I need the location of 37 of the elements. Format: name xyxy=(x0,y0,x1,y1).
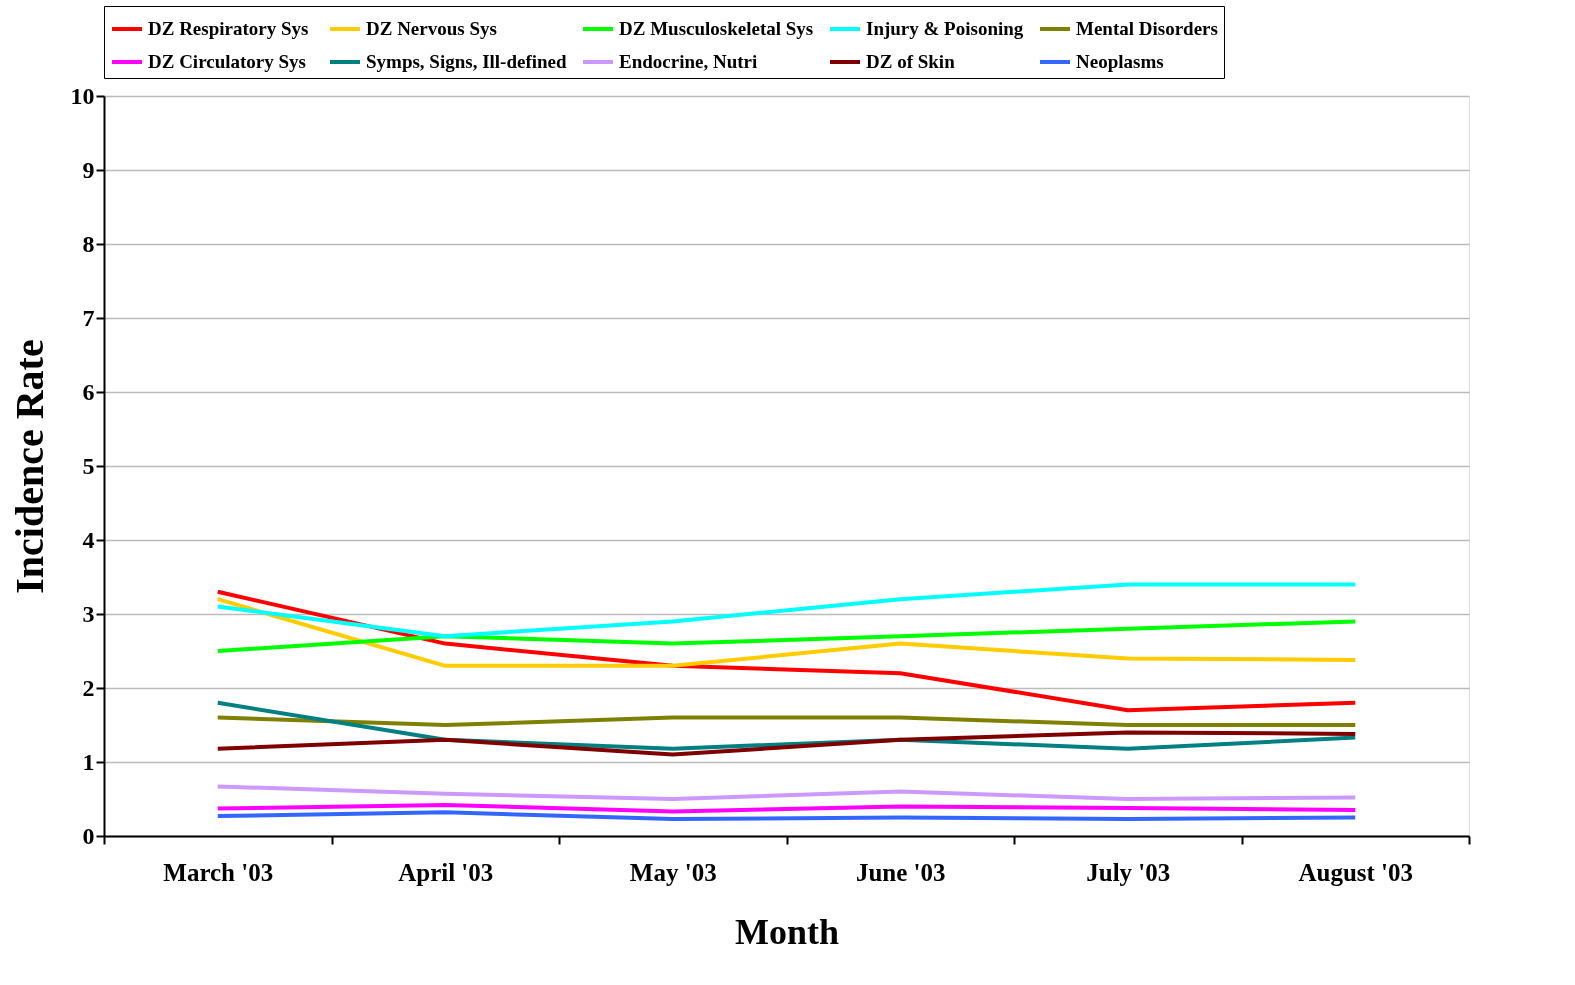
y-tick-label: 3 xyxy=(82,600,95,627)
y-tick-label: 8 xyxy=(82,230,95,257)
line-series xyxy=(215,597,1358,668)
y-tick-label: 0 xyxy=(82,822,95,849)
y-tick-label: 4 xyxy=(82,526,95,553)
legend-label: DZ Respiratory Sys xyxy=(148,18,309,39)
legend-label: Symps, Signs, Ill-defined xyxy=(366,51,568,72)
legend-label: Injury & Poisoning xyxy=(866,18,1024,39)
x-tick-label: July '03 xyxy=(1086,858,1171,886)
y-tick-label: 9 xyxy=(82,156,95,183)
y-axis-title: Incidence Rate xyxy=(6,339,52,594)
x-tick-label: August '03 xyxy=(1298,858,1414,886)
legend-label: Mental Disorders xyxy=(1076,18,1218,39)
line-series xyxy=(215,589,1358,713)
legend-label: DZ Circulatory Sys xyxy=(148,51,306,72)
legend-label: DZ Nervous Sys xyxy=(366,18,497,39)
x-tick-label: June '03 xyxy=(855,858,946,886)
line-series xyxy=(215,582,1358,639)
y-tick-label: 5 xyxy=(82,452,95,479)
y-tick-label: 6 xyxy=(82,378,95,405)
line-series xyxy=(215,810,1358,821)
x-axis-title: Month xyxy=(734,911,840,952)
line-series xyxy=(215,619,1358,653)
x-tick-label: March '03 xyxy=(163,858,274,886)
legend-label: Neoplasms xyxy=(1076,51,1164,72)
y-tick-label: 7 xyxy=(82,304,95,331)
legend-label: DZ Musculoskeletal Sys xyxy=(619,18,814,39)
x-tick-label: April '03 xyxy=(398,858,494,886)
y-tick-label: 10 xyxy=(70,82,95,109)
line-series xyxy=(215,730,1358,757)
legend-label: DZ of Skin xyxy=(866,51,956,72)
x-tick-label: May '03 xyxy=(629,858,717,886)
y-tick-label: 2 xyxy=(82,674,95,701)
line-series xyxy=(215,784,1358,801)
legend-label: Endocrine, Nutri xyxy=(619,51,758,72)
line-series xyxy=(215,802,1358,814)
y-tick-label: 1 xyxy=(82,748,95,775)
